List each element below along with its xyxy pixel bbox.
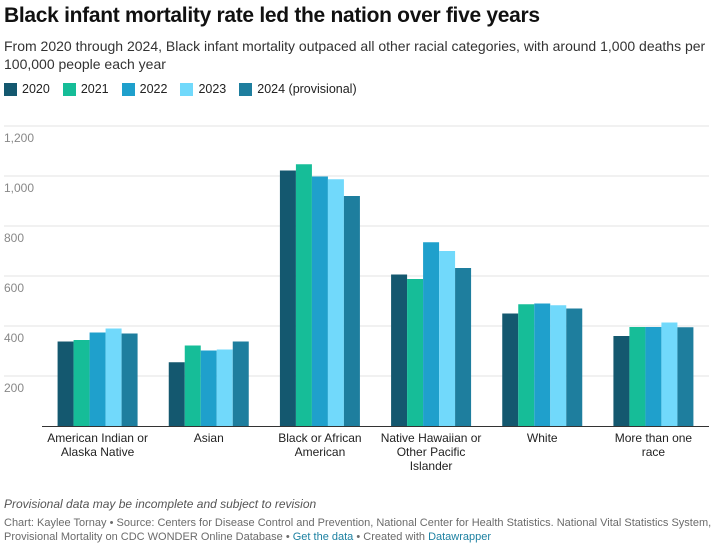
chart-notes: Provisional data may be incomplete and s… xyxy=(4,497,317,511)
x-category-label: More than one xyxy=(615,431,693,445)
bar xyxy=(645,327,662,426)
bar xyxy=(327,179,344,426)
credit-created-with: • Created with xyxy=(353,531,429,543)
datawrapper-link[interactable]: Datawrapper xyxy=(428,531,492,543)
legend-swatch xyxy=(180,82,194,96)
y-tick-label: 1,200 xyxy=(4,131,34,145)
legend-label: 2021 xyxy=(80,82,109,96)
bar xyxy=(184,345,201,426)
legend-item: 2023 xyxy=(180,82,226,96)
bar xyxy=(629,327,646,426)
y-tick-label: 800 xyxy=(4,231,24,245)
legend-swatch xyxy=(62,82,76,96)
x-category-label: White xyxy=(527,431,558,445)
bar xyxy=(295,164,312,426)
bar xyxy=(73,340,90,426)
bar xyxy=(566,308,583,426)
x-category-label: Black or African xyxy=(278,431,361,445)
bar xyxy=(423,242,440,426)
x-category-label: Other Pacific xyxy=(397,445,466,459)
bar xyxy=(613,336,630,426)
legend-swatch xyxy=(121,82,135,96)
legend-item: 2021 xyxy=(62,82,109,96)
bar xyxy=(216,349,233,426)
get-the-data-link[interactable]: Get the data xyxy=(292,531,354,543)
bar xyxy=(232,341,249,426)
y-tick-label: 400 xyxy=(4,331,24,345)
x-category-label: American Indian or xyxy=(47,431,148,445)
bar xyxy=(105,328,122,426)
bar xyxy=(391,274,408,426)
legend: 2020 2021 2022 2023 2024 (provisional) xyxy=(4,82,370,96)
bar xyxy=(121,333,138,426)
credit-source-prefix: • Source: xyxy=(106,517,158,529)
bar xyxy=(439,251,456,426)
bar xyxy=(550,305,567,426)
bar-chart: 200 400 600 800 1,000 1,200 American Indian o… xyxy=(4,125,709,473)
bar xyxy=(518,304,535,426)
credit-author: Kaylee Tornay xyxy=(37,517,107,529)
x-category-label: Asian xyxy=(194,431,224,445)
x-category-label: Alaska Native xyxy=(61,445,135,459)
legend-label: 2020 xyxy=(22,82,50,96)
bar xyxy=(407,279,424,426)
y-tick-label: 200 xyxy=(4,381,24,395)
x-category-label: Islander xyxy=(410,459,453,473)
bars xyxy=(57,164,694,426)
chart-title: Black infant mortality rate led the nati… xyxy=(4,4,540,27)
chart-credits: Chart: Kaylee Tornay • Source: Centers f… xyxy=(4,516,720,544)
legend-label: 2022 xyxy=(139,82,168,96)
bar xyxy=(279,170,296,426)
bar xyxy=(168,362,185,426)
credit-chart-prefix: Chart: xyxy=(4,517,38,529)
y-tick-label: 600 xyxy=(4,281,24,295)
bar xyxy=(677,327,694,426)
bar xyxy=(343,196,360,426)
x-category-label: race xyxy=(642,445,666,459)
legend-item: 2020 xyxy=(4,82,50,96)
bar xyxy=(89,332,106,426)
legend-label: 2024 (provisional) xyxy=(257,82,357,96)
legend-item: 2022 xyxy=(121,82,168,96)
y-tick-label: 1,000 xyxy=(4,181,34,195)
legend-swatch xyxy=(4,82,17,96)
credit-separator: • xyxy=(282,531,293,543)
bar xyxy=(200,350,217,426)
x-category-label: Native Hawaiian or xyxy=(381,431,482,445)
x-category-label: American xyxy=(295,445,346,459)
legend-label: 2023 xyxy=(198,82,227,96)
bar xyxy=(455,268,472,426)
legend-swatch xyxy=(239,82,253,96)
bar xyxy=(57,341,74,426)
legend-item: 2024 (provisional) xyxy=(239,82,357,96)
credit-source: Centers for Disease Control and Preventi… xyxy=(4,517,712,543)
bar xyxy=(502,313,519,426)
bar xyxy=(661,322,678,426)
y-axis-ticks: 200 400 600 800 1,000 1,200 xyxy=(4,131,34,395)
chart-subtitle: From 2020 through 2024, Black infant mor… xyxy=(4,38,706,72)
bar xyxy=(534,303,551,426)
bar xyxy=(311,176,328,426)
